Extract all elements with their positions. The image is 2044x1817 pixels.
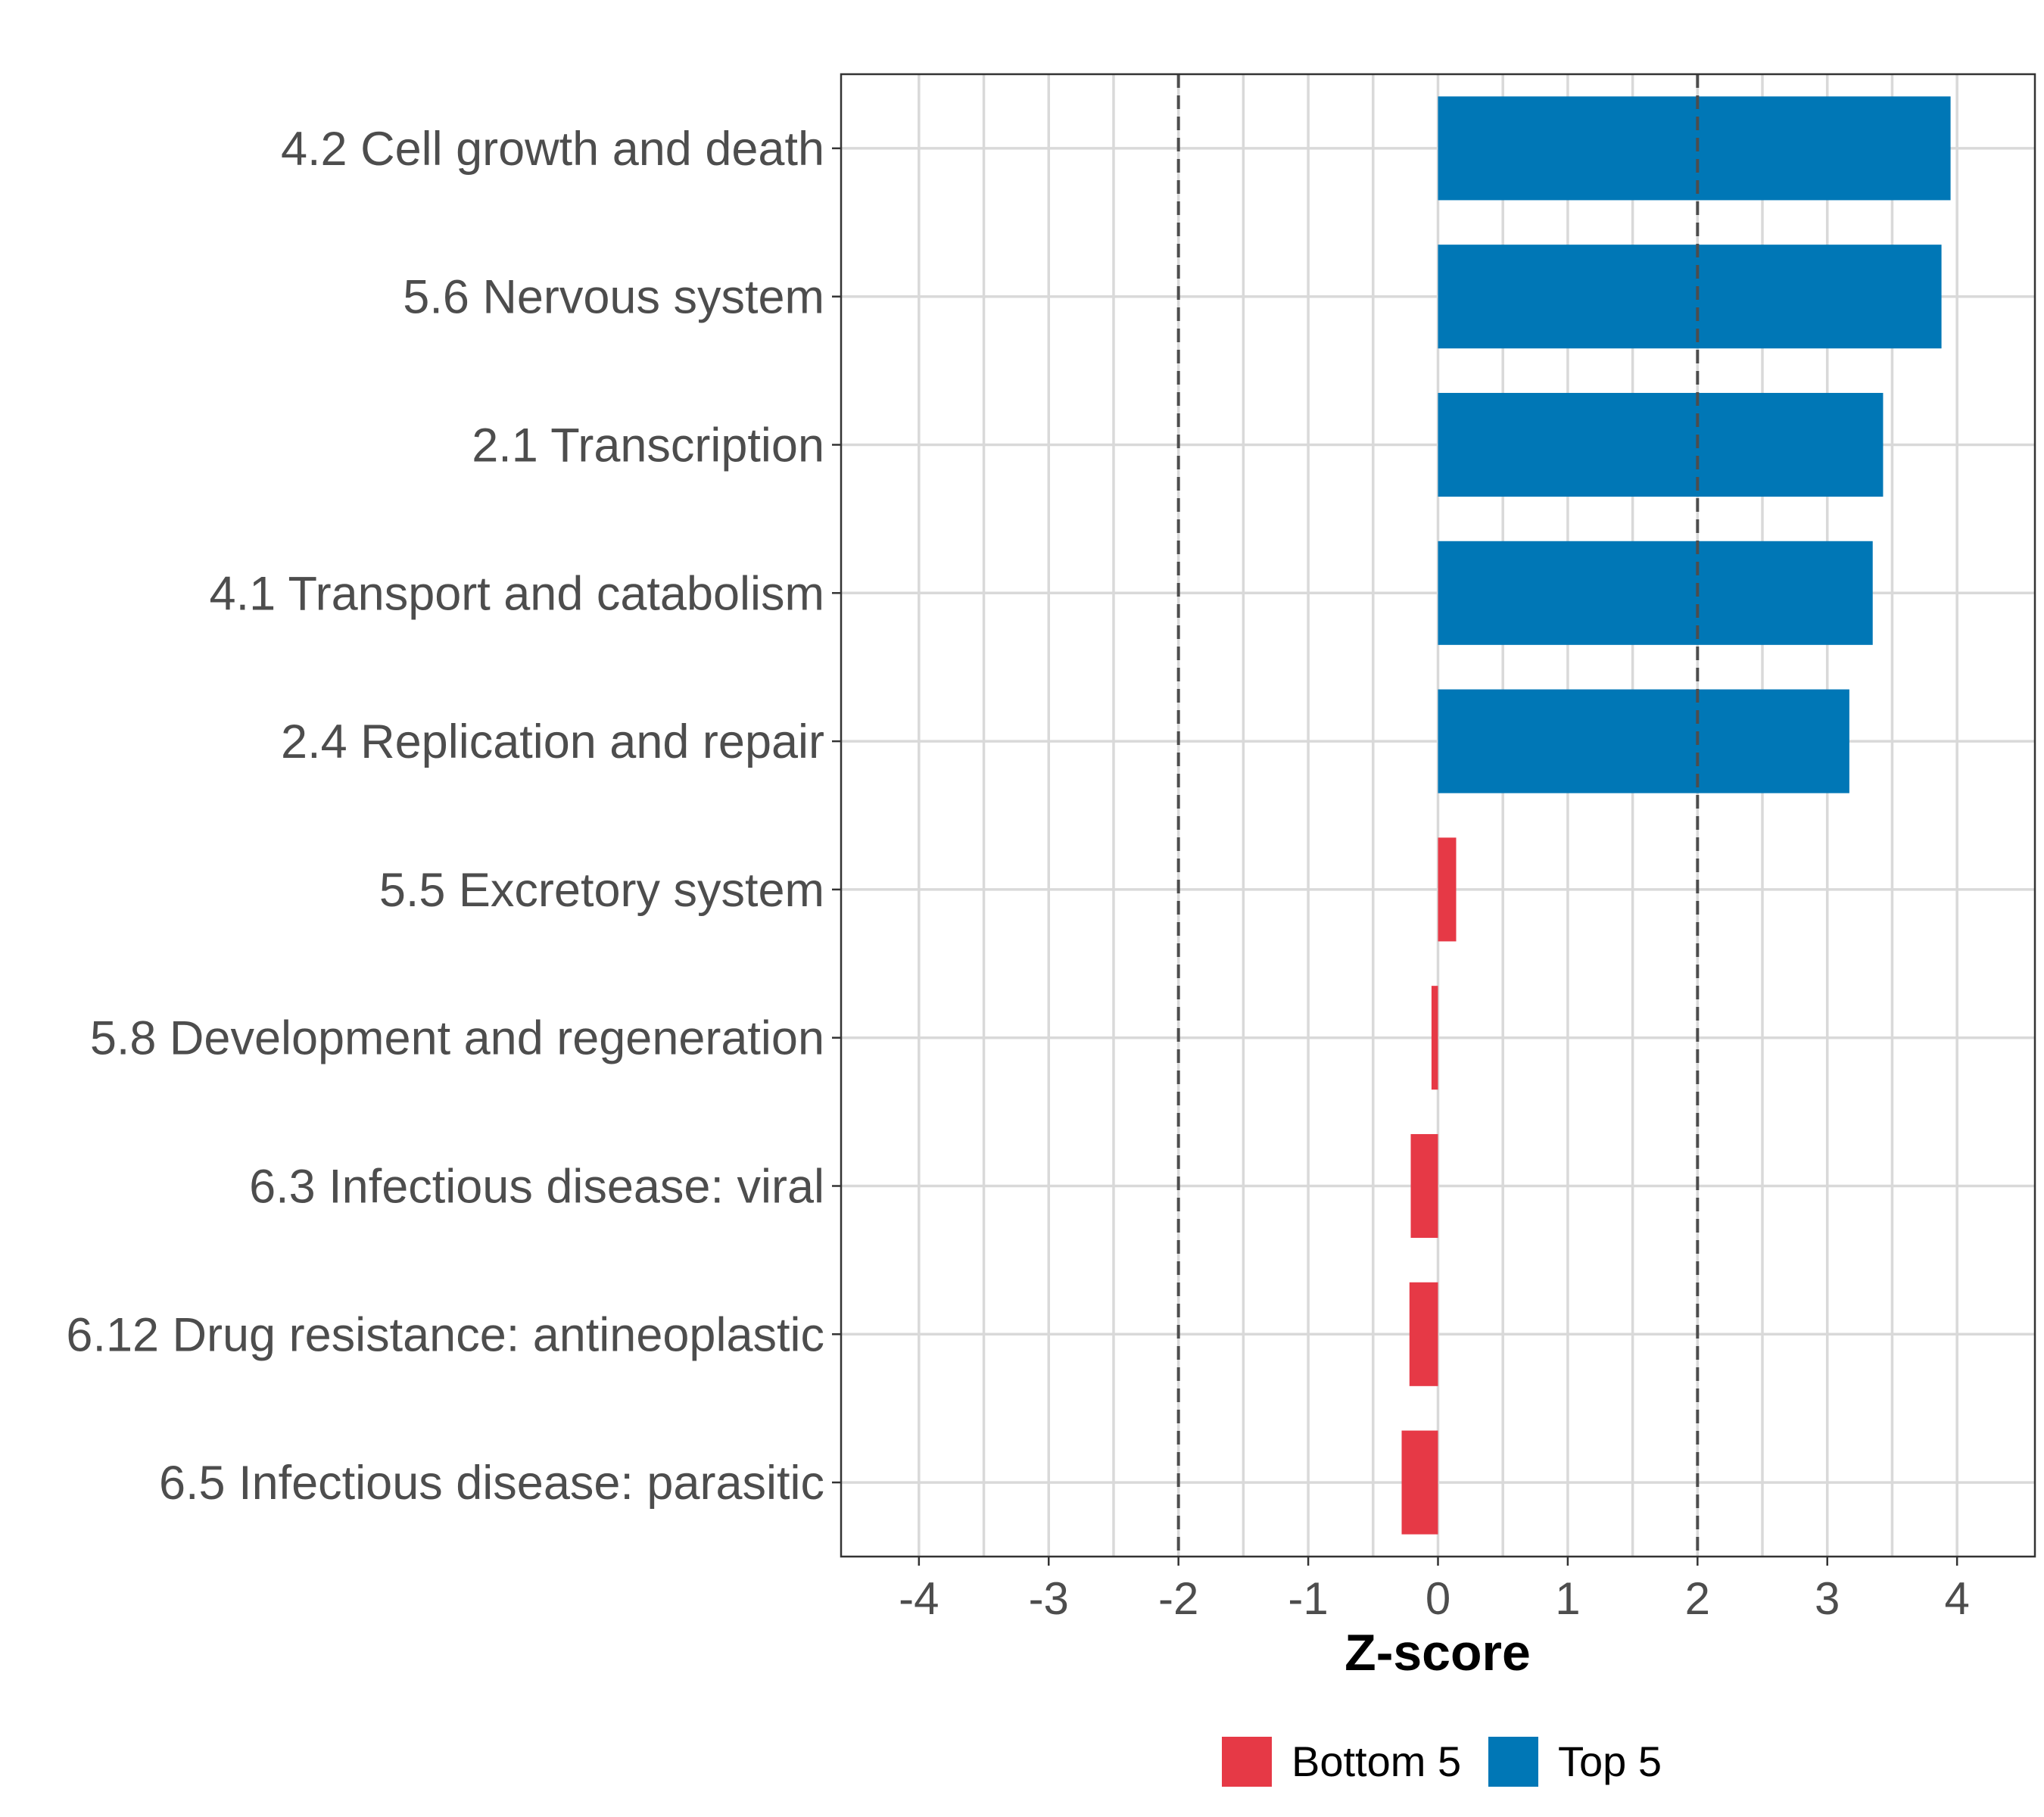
bars-layer <box>1401 96 1951 1535</box>
y-axis-labels: 4.2 Cell growth and death 5.6 Nervous sys… <box>66 123 841 1510</box>
y-tick-label: 5.6 Nervous system <box>403 271 824 324</box>
bar <box>1438 689 1849 793</box>
bar <box>1401 1430 1438 1535</box>
bar <box>1409 1282 1438 1386</box>
y-tick-label: 6.3 Infectious disease: viral <box>249 1161 824 1214</box>
y-tick-label: 5.5 Excretory system <box>379 864 824 917</box>
x-tick-label: -3 <box>1029 1573 1069 1624</box>
x-tick-label: 3 <box>1815 1573 1840 1624</box>
x-tick-label: 1 <box>1555 1573 1580 1624</box>
y-tick-label: 5.8 Development and regeneration <box>90 1012 824 1065</box>
y-tick-label: 4.2 Cell growth and death <box>281 123 824 176</box>
bar <box>1438 96 1951 201</box>
legend: Bottom 5 Top 5 <box>1222 1737 1662 1787</box>
y-tick-label: 2.4 Replication and repair <box>281 715 824 768</box>
bar <box>1438 837 1457 942</box>
x-tick-label: -1 <box>1288 1573 1328 1624</box>
reference-lines <box>1176 74 1700 1557</box>
legend-swatch-top-5 <box>1488 1737 1538 1787</box>
legend-label-top-5: Top 5 <box>1558 1738 1662 1785</box>
x-axis-ticks: -4 -3 -2 -1 0 1 2 3 4 <box>899 1557 1970 1624</box>
bar <box>1438 392 1884 497</box>
x-tick-label: -2 <box>1158 1573 1198 1624</box>
x-axis-title: Z-score <box>1344 1624 1531 1681</box>
x-tick-label: 0 <box>1426 1573 1450 1624</box>
y-tick-label: 6.12 Drug resistance: antineoplastic <box>66 1308 824 1361</box>
bar <box>1438 541 1873 645</box>
legend-swatch-bottom-5 <box>1222 1737 1272 1787</box>
y-tick-label: 6.5 Infectious disease: parasitic <box>159 1457 824 1510</box>
bar <box>1438 245 1942 349</box>
x-tick-label: 4 <box>1944 1573 1969 1624</box>
x-tick-label: -4 <box>899 1573 939 1624</box>
bar <box>1410 1133 1438 1239</box>
x-tick-label: 2 <box>1685 1573 1710 1624</box>
legend-label-bottom-5: Bottom 5 <box>1292 1738 1461 1785</box>
y-tick-label: 2.1 Transcription <box>472 419 824 472</box>
y-tick-label: 4.1 Transport and catabolism <box>210 567 824 620</box>
bar <box>1431 986 1438 1090</box>
